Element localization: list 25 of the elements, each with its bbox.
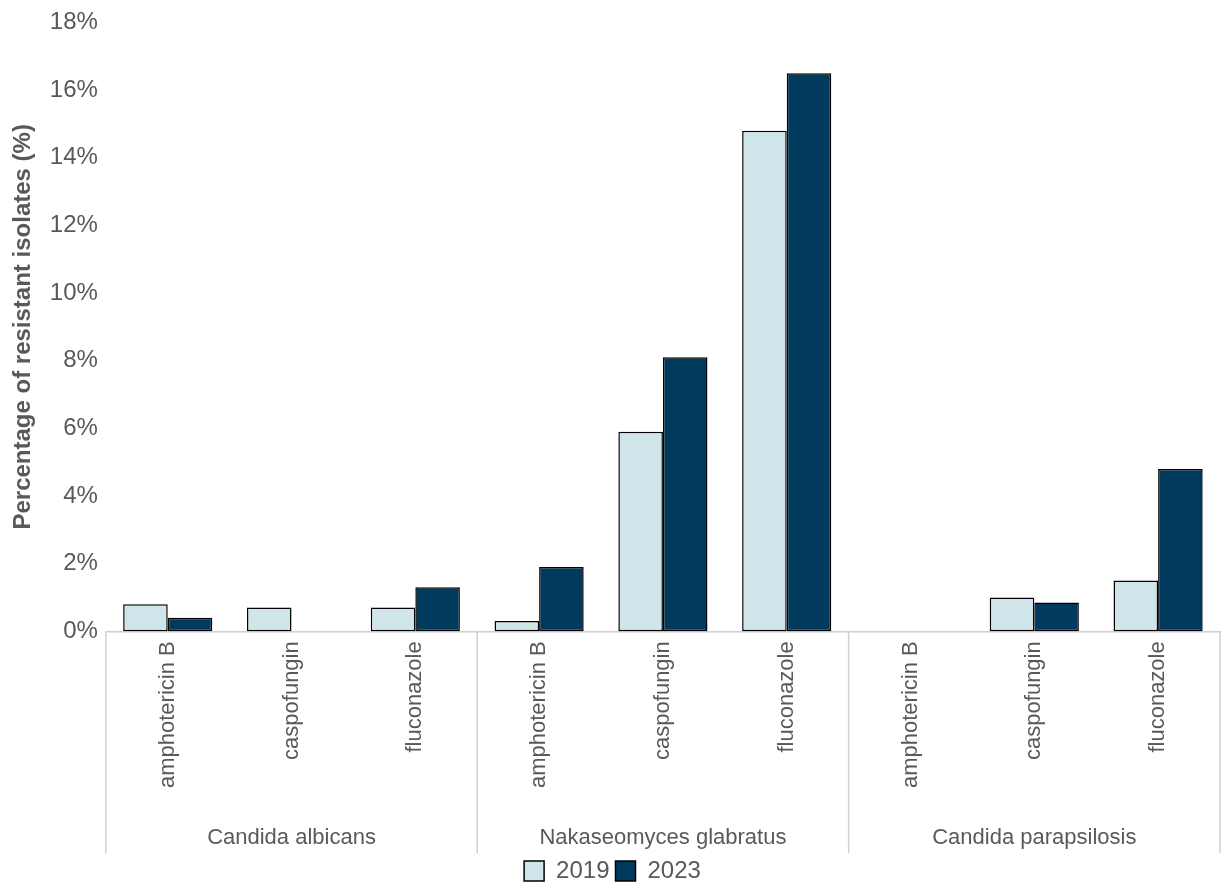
x-tick-label: fluconazole	[1144, 641, 1170, 753]
y-tick-label: 0%	[63, 615, 98, 643]
x-tick-label: fluconazole	[401, 641, 427, 753]
y-tick-label: 10%	[49, 277, 98, 305]
y-tick-label: 18%	[49, 7, 98, 35]
y-tick-label: 6%	[63, 412, 98, 440]
x-tick-label: fluconazole	[772, 641, 798, 753]
x-tick-label: caspofungin	[1020, 641, 1046, 760]
y-tick-label: 12%	[49, 209, 98, 237]
y-axis-title: Percentage of resistant isolates (%)	[8, 124, 36, 530]
y-tick-label: 4%	[63, 480, 98, 508]
legend-label: 2023	[647, 855, 701, 883]
y-tick-label: 2%	[63, 548, 98, 576]
y-tick-label: 8%	[63, 345, 98, 373]
y-tick-label: 16%	[49, 74, 98, 102]
x-tick-label: caspofungin	[277, 641, 303, 760]
x-tick-label: caspofungin	[648, 641, 674, 760]
x-tick-label: amphotericin B	[525, 641, 551, 789]
x-tick-label: amphotericin B	[153, 641, 179, 789]
x-tick-label: amphotericin B	[896, 641, 922, 789]
text: Nakaseomyces glabratus	[539, 824, 787, 850]
text: Candida albicans	[207, 824, 376, 850]
y-tick-label: 14%	[49, 142, 98, 170]
text: Candida parapsilosis	[932, 824, 1137, 850]
legend-label: 2019	[556, 855, 610, 883]
